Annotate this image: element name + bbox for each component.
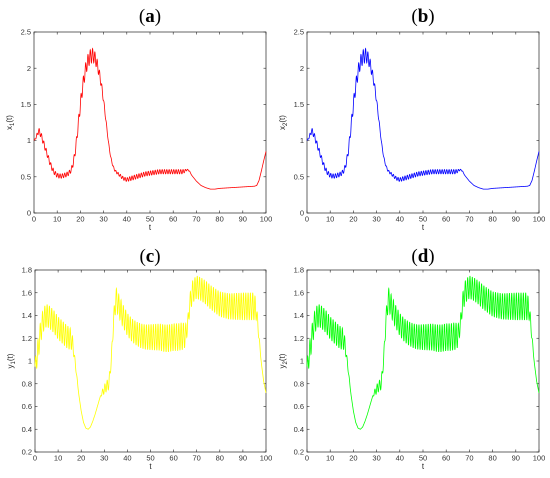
x-axis-title: t	[422, 462, 425, 471]
y-tick-label: 0.4	[22, 425, 32, 434]
x-tick-label: 100	[260, 454, 273, 463]
plot-frame	[33, 31, 267, 214]
x-tick-label: 80	[215, 215, 223, 224]
y-tick-label: 1	[300, 136, 304, 145]
y-axis-title: x1(t)	[5, 115, 16, 130]
y-tick-label: 1	[28, 357, 32, 366]
x-axis-title: t	[149, 223, 152, 232]
x-tick-label: 90	[512, 215, 520, 224]
y-tick-label: 1.2	[294, 334, 304, 343]
series-line-a	[33, 47, 267, 190]
x-tick-label: 70	[465, 454, 473, 463]
x-tick-label: 10	[326, 215, 334, 224]
chart-panel-c: (c) 0 10 20 30 40 50 60 70 80 90 100 0.2 0.4 0.6 0.8 1 1.…	[6, 246, 272, 471]
y-tick-label: 0.6	[22, 402, 32, 411]
y-tick-label: 1.4	[294, 311, 304, 320]
x-tick-label: 50	[419, 215, 427, 224]
y-tick-label: 1.4	[22, 311, 32, 320]
y-tick-label: 0.6	[294, 402, 304, 411]
y-axis-title: y1(t)	[6, 353, 17, 368]
x-tick-label: 40	[396, 454, 404, 463]
x-tick-label: 50	[146, 454, 154, 463]
x-tick-label: 100	[260, 215, 273, 224]
x-tick-label: 20	[349, 454, 357, 463]
x-tick-label: 0	[33, 454, 37, 463]
panel-label-a: (a)	[139, 6, 161, 27]
panel-label-b: (b)	[411, 6, 434, 27]
y-tick-label: 1.8	[22, 266, 32, 275]
y-axis-title: y2(t)	[278, 353, 289, 368]
x-tick-label: 30	[372, 215, 380, 224]
x-tick-label: 90	[239, 454, 247, 463]
x-tick-label: 30	[99, 215, 107, 224]
y-tick-label: 0.4	[294, 425, 304, 434]
x-tick-label: 60	[169, 454, 177, 463]
y-tick-label: 1.5	[21, 100, 31, 109]
y-axis-title: x2(t)	[278, 115, 289, 130]
y-tick-label: 1.6	[22, 288, 32, 297]
series-line-c	[34, 275, 267, 430]
y-tick-label: 0.5	[21, 172, 31, 181]
y-tick-label: 0	[300, 209, 304, 218]
x-axis-title: t	[149, 462, 152, 471]
y-tick-label: 0.2	[294, 448, 304, 457]
y-tick-label: 1	[27, 136, 31, 145]
plot-frame	[306, 31, 540, 214]
y-tick-label: 0.2	[22, 448, 32, 457]
x-tick-label: 80	[488, 215, 496, 224]
y-tick-label: 1.6	[294, 288, 304, 297]
y-tick-label: 0.8	[294, 379, 304, 388]
x-tick-label: 30	[100, 454, 108, 463]
series-line-b	[306, 47, 540, 190]
panel-label-d: (d)	[411, 246, 434, 267]
chart-panel-a: (a) 0 10 20 30 40 50 60 70 80 90 100 0 0.5 1 1.5 2 2.5 t x1…	[5, 6, 272, 232]
y-tick-label: 2.5	[21, 28, 31, 37]
y-tick-label: 1.8	[294, 266, 304, 275]
x-axis-title: t	[422, 223, 425, 232]
x-tick-label: 50	[146, 215, 154, 224]
x-tick-label: 60	[442, 454, 450, 463]
y-tick-label: 0.5	[294, 172, 304, 181]
x-tick-label: 40	[396, 215, 404, 224]
x-tick-label: 40	[123, 454, 131, 463]
y-tick-label: 2	[27, 64, 31, 73]
x-tick-label: 70	[192, 215, 200, 224]
y-tick-label: 1.5	[294, 100, 304, 109]
y-tick-label: 1.2	[22, 334, 32, 343]
x-tick-label: 90	[239, 215, 247, 224]
x-tick-label: 40	[123, 215, 131, 224]
x-tick-label: 80	[488, 454, 496, 463]
x-tick-label: 100	[533, 454, 546, 463]
x-tick-label: 100	[533, 215, 546, 224]
x-tick-label: 20	[349, 215, 357, 224]
x-tick-label: 60	[169, 215, 177, 224]
x-tick-label: 20	[76, 215, 84, 224]
x-tick-label: 90	[512, 454, 520, 463]
x-tick-label: 50	[419, 454, 427, 463]
y-tick-label: 1	[300, 357, 304, 366]
x-tick-label: 80	[216, 454, 224, 463]
series-line-d	[306, 275, 540, 430]
x-tick-label: 0	[305, 215, 309, 224]
y-tick-label: 2.5	[294, 28, 304, 37]
x-tick-label: 0	[32, 215, 36, 224]
x-tick-label: 0	[305, 454, 309, 463]
panel-label-c: (c)	[139, 246, 160, 267]
x-tick-label: 20	[77, 454, 85, 463]
x-tick-label: 10	[53, 215, 61, 224]
y-tick-label: 2	[300, 64, 304, 73]
x-tick-label: 10	[54, 454, 62, 463]
chart-panel-b: (b) 0 10 20 30 40 50 60 70 80 90 100 0 0.5 1 1.5 2 2.5 t x2…	[278, 6, 545, 232]
x-tick-label: 70	[193, 454, 201, 463]
chart-panel-d: (d) 0 10 20 30 40 50 60 70 80 90 100 0.2 0.4 0.6 0.8 1 1.…	[278, 246, 545, 471]
y-tick-label: 0.8	[22, 379, 32, 388]
y-tick-label: 0	[27, 209, 31, 218]
x-tick-label: 30	[372, 454, 380, 463]
x-tick-label: 70	[465, 215, 473, 224]
x-tick-label: 60	[442, 215, 450, 224]
x-tick-label: 10	[326, 454, 334, 463]
